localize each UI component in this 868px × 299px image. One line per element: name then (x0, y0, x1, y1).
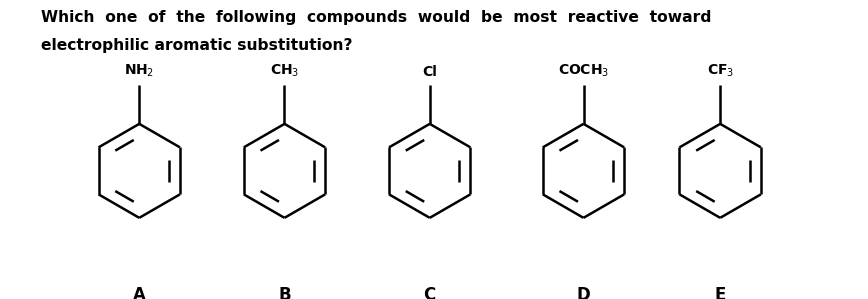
Text: A: A (133, 286, 146, 299)
Text: D: D (576, 286, 590, 299)
Text: NH$_2$: NH$_2$ (124, 62, 155, 79)
Text: Cl: Cl (423, 65, 437, 79)
Text: CF$_3$: CF$_3$ (707, 62, 733, 79)
Text: B: B (278, 286, 291, 299)
Text: Which  one  of  the  following  compounds  would  be  most  reactive  toward: Which one of the following compounds wou… (41, 10, 712, 25)
Text: C: C (424, 286, 436, 299)
Text: CH$_3$: CH$_3$ (270, 62, 299, 79)
Text: electrophilic aromatic substitution?: electrophilic aromatic substitution? (41, 39, 352, 54)
Text: COCH$_3$: COCH$_3$ (558, 62, 609, 79)
Text: E: E (714, 286, 726, 299)
